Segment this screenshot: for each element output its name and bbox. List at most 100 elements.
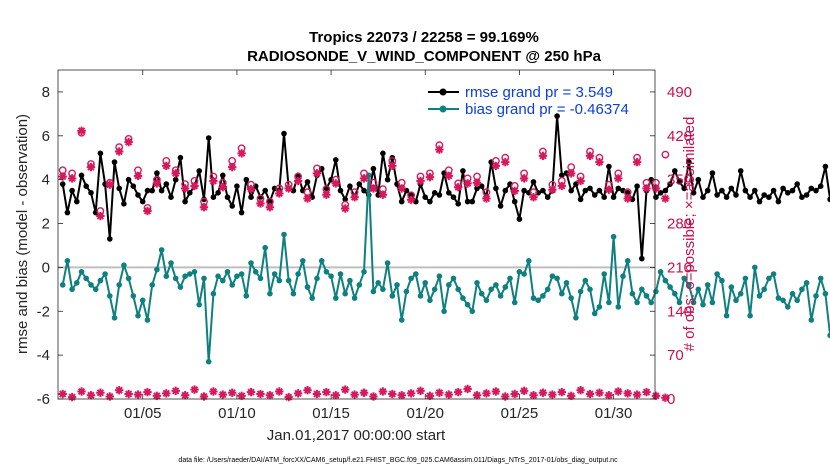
bias-point — [808, 317, 815, 323]
rmse-point — [229, 203, 235, 209]
star-stroke — [181, 184, 189, 193]
rmse-point — [107, 236, 113, 242]
obs-count-bottom-point — [576, 386, 585, 395]
bias-point — [789, 290, 796, 297]
bias-point — [822, 290, 829, 297]
obs-count-bottom-point — [77, 387, 86, 396]
y-tick-label-left: -2 — [37, 303, 50, 320]
star-stroke — [463, 385, 472, 393]
obs-count-bottom-point — [378, 387, 388, 396]
rmse-point — [422, 194, 429, 200]
bias-point — [427, 297, 433, 304]
rmse-point — [154, 170, 160, 176]
obs-count-bottom-point — [463, 384, 472, 394]
bias-point — [690, 299, 697, 306]
obs-assimilated-point — [632, 157, 642, 167]
star-stroke — [209, 177, 218, 185]
rmse-point — [267, 198, 273, 205]
star-stroke — [398, 184, 406, 193]
obs-count-bottom-point — [529, 391, 538, 400]
star-stroke — [200, 392, 208, 401]
bias-point — [460, 295, 466, 301]
bias-point — [521, 271, 527, 277]
rmse-point — [559, 172, 565, 179]
rmse-point — [187, 190, 193, 196]
rmse-point — [474, 185, 480, 192]
star-stroke — [106, 181, 114, 189]
bias-point — [398, 317, 405, 323]
obs-assimilated-point — [529, 193, 538, 202]
obs-assimilated-point — [416, 176, 425, 186]
bias-point — [803, 280, 810, 286]
star-stroke — [539, 389, 547, 397]
bias-point — [516, 269, 523, 275]
bias-point — [719, 277, 725, 284]
rmse-point — [530, 179, 537, 185]
bias-point — [450, 275, 457, 282]
obs-assimilated-point — [388, 161, 397, 171]
obs-assimilated-point — [350, 193, 359, 202]
star-stroke — [426, 392, 434, 400]
bias-point — [125, 275, 132, 282]
star-stroke — [369, 184, 378, 193]
obs-assimilated-point — [341, 204, 350, 213]
star-stroke — [228, 163, 236, 171]
bias-point — [229, 282, 235, 288]
rmse-point — [464, 198, 471, 205]
obs-assimilated-point — [472, 178, 482, 187]
rmse-point — [168, 194, 174, 200]
bias-point — [201, 275, 207, 282]
bias-point — [766, 275, 772, 282]
bias-point — [563, 280, 570, 286]
obs-assimilated-point — [322, 190, 331, 199]
right-y-axis: 0 70 140 210 280 350 420 490 — [650, 84, 692, 408]
rmse-point — [540, 187, 546, 194]
obs-count-bottom-point — [651, 391, 661, 401]
star-stroke — [332, 391, 340, 399]
star-stroke — [134, 390, 142, 399]
bias-point — [64, 258, 71, 264]
bias-point — [257, 275, 264, 282]
obs-count-bottom-point — [199, 392, 209, 401]
bias-point — [121, 262, 127, 269]
star-stroke — [228, 389, 236, 397]
star-stroke — [529, 391, 538, 399]
star-stroke — [407, 196, 415, 204]
bias-point — [431, 286, 438, 293]
bias-point — [168, 260, 174, 266]
rmse-point — [323, 185, 330, 192]
bias-point — [187, 271, 193, 277]
bias-point — [351, 295, 358, 301]
obs-assimilated-point — [256, 199, 265, 208]
obs-count-bottom-point — [180, 391, 190, 400]
obs-count-bottom-point — [482, 389, 491, 398]
y-axis-label-right: # of obs: o=possible; ×=assimilated — [681, 117, 698, 352]
obs-count-bottom-point — [501, 392, 510, 401]
star-stroke — [96, 212, 105, 220]
obs-count-bottom-point — [275, 387, 284, 396]
bias-point — [709, 299, 716, 306]
star-stroke — [511, 390, 519, 398]
y-tick-label-left: -4 — [37, 347, 50, 364]
obs-assimilated-point — [228, 162, 237, 172]
bias-point — [394, 282, 400, 288]
bias-point — [111, 315, 118, 321]
star-stroke — [294, 177, 302, 185]
bias-point — [624, 258, 631, 264]
star-stroke — [153, 392, 161, 400]
bias-point — [606, 299, 612, 306]
star-stroke — [482, 194, 491, 203]
legend-bias-label: bias grand pr = -0.46374 — [465, 101, 629, 118]
bias-point — [601, 271, 607, 277]
rmse-point — [733, 192, 739, 198]
obs-assimilated-point — [284, 184, 293, 193]
obs-assimilated-point — [510, 186, 519, 196]
bias-point — [535, 297, 541, 304]
bias-point — [172, 275, 179, 282]
rmse-point — [799, 194, 805, 200]
rmse-point — [544, 194, 551, 200]
obs-count-bottom-point — [614, 387, 623, 396]
obs-count-bottom-point — [388, 389, 397, 399]
obs-count-bottom-point — [416, 386, 425, 396]
bias-point — [502, 284, 509, 290]
